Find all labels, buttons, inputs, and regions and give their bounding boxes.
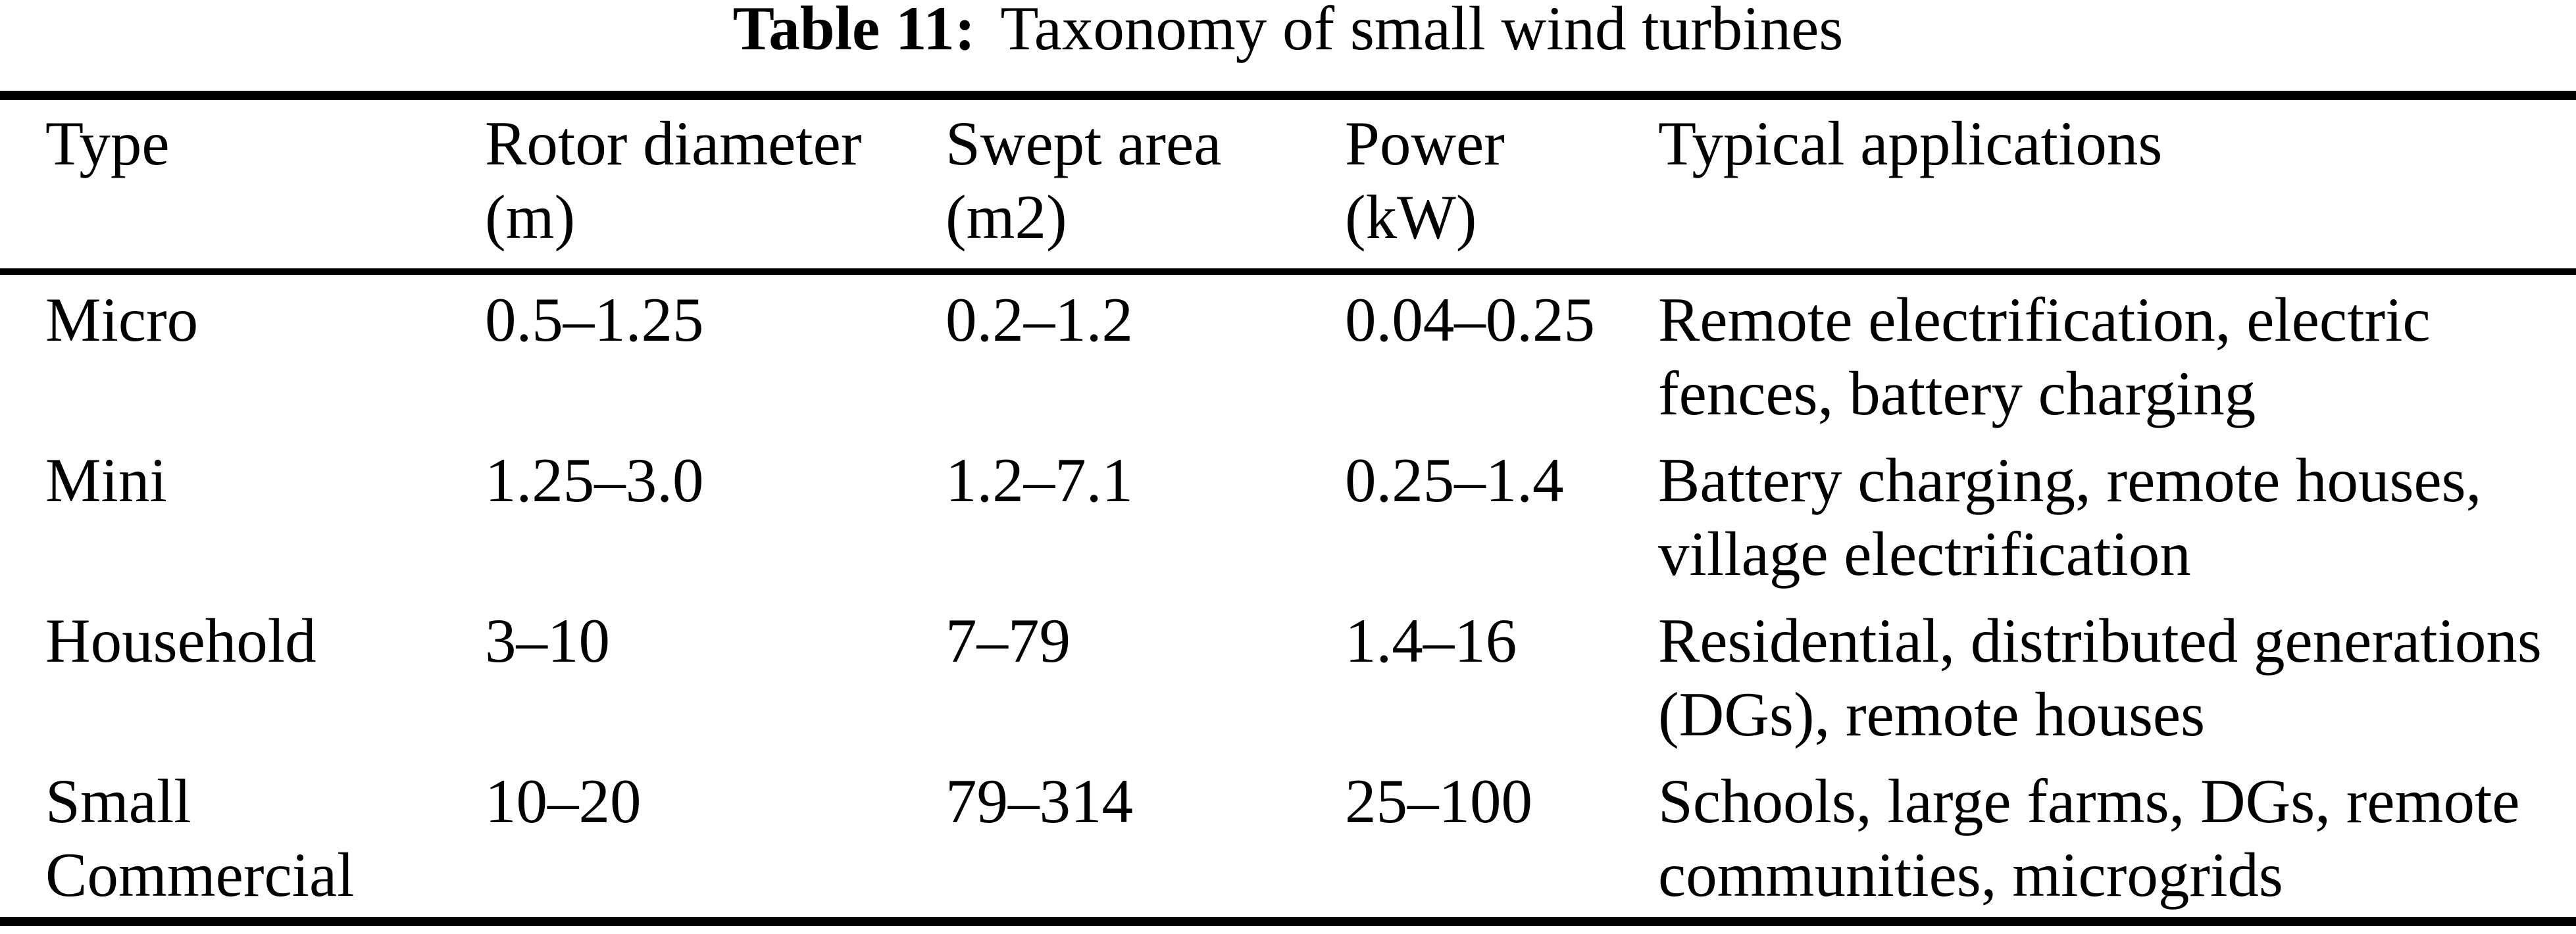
cell-line: 0.25–1.4 [1345, 445, 1564, 515]
header-label: Swept area [946, 109, 1222, 178]
cell-rotor-diameter: 1.25–3.0 [485, 435, 946, 596]
table-header-row: Type Rotor diameter (m) Swept area (m2) … [0, 100, 2576, 268]
cell-line: 1.2–7.1 [946, 445, 1133, 515]
cell-line: 3–10 [485, 606, 610, 676]
table-top-rule [0, 91, 2576, 100]
table-row-mini: Mini 1.25–3.0 1.2–7.1 0.25–1.4 Battery c… [0, 435, 2576, 596]
cell-type: Mini [45, 435, 485, 596]
header-unit: (m) [485, 182, 576, 252]
cell-line: communities, microgrids [1658, 840, 2283, 910]
cell-line: 10–20 [485, 766, 642, 836]
table-caption: Table 11: Taxonomy of small wind turbines [0, 0, 2576, 64]
cell-line: (DGs), remote houses [1658, 679, 2206, 749]
cell-line: Schools, large farms, DGs, remote [1658, 766, 2520, 836]
cell-line: village electrification [1658, 519, 2191, 589]
header-cell-swept-area: Swept area (m2) [946, 100, 1345, 268]
cell-typical-applications: Remote electrification, electric fences,… [1658, 275, 2576, 435]
table-caption-number: Table 11: [732, 0, 976, 63]
cell-typical-applications: Schools, large farms, DGs, remote commun… [1658, 756, 2576, 917]
cell-rotor-diameter: 10–20 [485, 756, 946, 917]
header-label: Type [45, 109, 170, 178]
cell-line: Battery charging, remote houses, [1658, 445, 2482, 515]
cell-line: 0.5–1.25 [485, 285, 704, 355]
cell-line: Mini [45, 445, 167, 515]
cell-line: Household [45, 606, 316, 676]
cell-line: 1.4–16 [1345, 606, 1517, 676]
header-unit: (kW) [1345, 182, 1477, 252]
cell-swept-area: 7–79 [946, 596, 1345, 756]
header-cell-typical-applications: Typical applications [1658, 100, 2576, 268]
cell-type: Household [45, 596, 485, 756]
cell-power: 1.4–16 [1345, 596, 1658, 756]
cell-line: Remote electrification, electric [1658, 285, 2431, 355]
header-label: Typical applications [1658, 109, 2163, 178]
cell-line: 0.04–0.25 [1345, 285, 1595, 355]
cell-rotor-diameter: 3–10 [485, 596, 946, 756]
taxonomy-table: Type Rotor diameter (m) Swept area (m2) … [0, 91, 2576, 926]
cell-line: 0.2–1.2 [946, 285, 1133, 355]
cell-typical-applications: Battery charging, remote houses, village… [1658, 435, 2576, 596]
cell-power: 0.25–1.4 [1345, 435, 1658, 596]
cell-power: 25–100 [1345, 756, 1658, 917]
cell-type: Small Commercial [45, 756, 485, 917]
cell-type: Micro [45, 275, 485, 435]
cell-line: Micro [45, 285, 199, 355]
cell-typical-applications: Residential, distributed generations (DG… [1658, 596, 2576, 756]
cell-swept-area: 79–314 [946, 756, 1345, 917]
header-cell-rotor-diameter: Rotor diameter (m) [485, 100, 946, 268]
table-caption-title: Taxonomy of small wind turbines [1000, 0, 1844, 63]
header-unit: (m2) [946, 182, 1067, 252]
table-row-micro: Micro 0.5–1.25 0.2–1.2 0.04–0.25 Remote … [0, 275, 2576, 435]
header-label: Power [1345, 109, 1505, 178]
cell-line: Residential, distributed generations [1658, 606, 2542, 676]
cell-line: 7–79 [946, 606, 1071, 676]
cell-line: fences, battery charging [1658, 358, 2256, 428]
cell-power: 0.04–0.25 [1345, 275, 1658, 435]
cell-line: 79–314 [946, 766, 1133, 836]
cell-line: Small [45, 766, 191, 836]
cell-swept-area: 1.2–7.1 [946, 435, 1345, 596]
cell-line: Commercial [45, 840, 355, 910]
header-label: Rotor diameter [485, 109, 862, 178]
table-row-household: Household 3–10 7–79 1.4–16 Residential, … [0, 596, 2576, 756]
cell-line: 25–100 [1345, 766, 1532, 836]
table-row-small-commercial: Small Commercial 10–20 79–314 25–100 Sch… [0, 756, 2576, 917]
cell-line: 1.25–3.0 [485, 445, 704, 515]
cell-swept-area: 0.2–1.2 [946, 275, 1345, 435]
table-bottom-rule [0, 917, 2576, 926]
cell-rotor-diameter: 0.5–1.25 [485, 275, 946, 435]
table-header-rule [0, 268, 2576, 275]
header-cell-power: Power (kW) [1345, 100, 1658, 268]
header-cell-type: Type [45, 100, 485, 268]
